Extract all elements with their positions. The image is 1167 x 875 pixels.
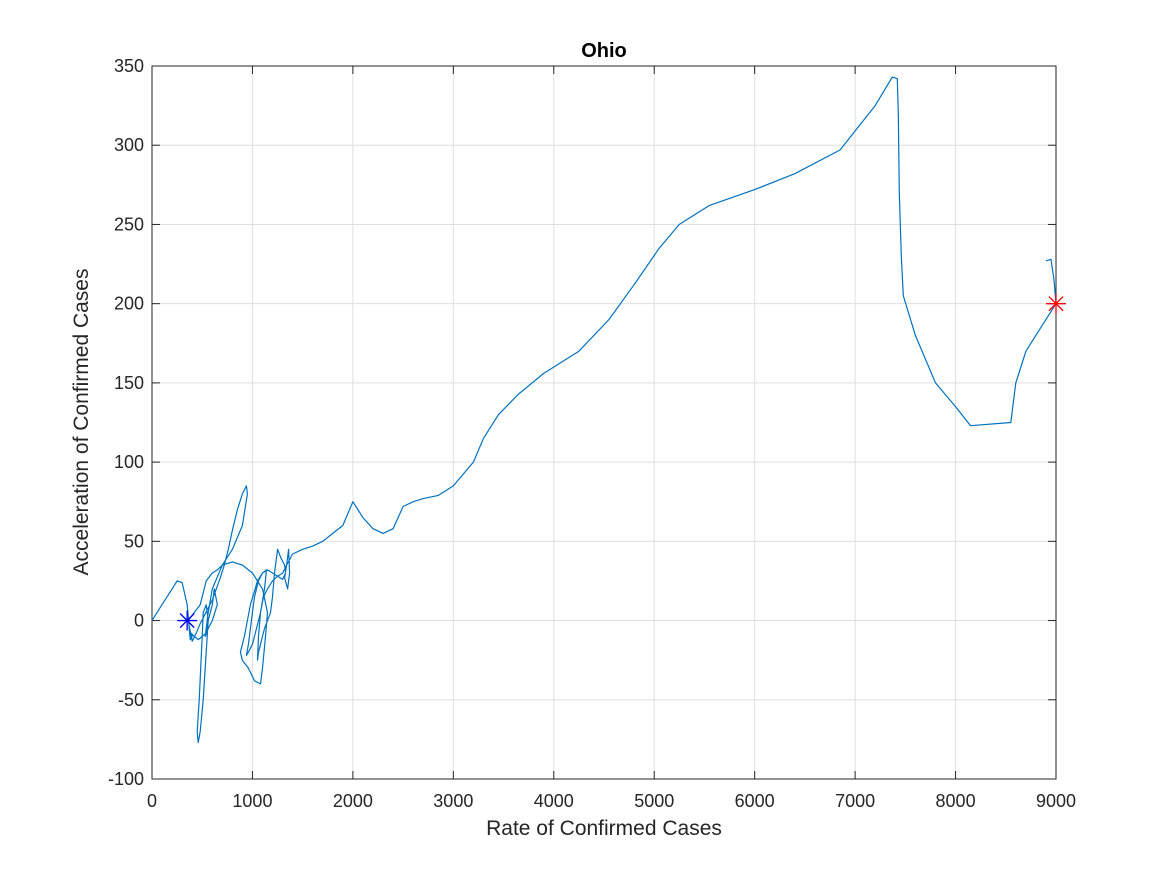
asterisk-marker [177, 610, 198, 631]
y-tick-label: 50 [124, 531, 144, 551]
x-tick-label: 3000 [433, 791, 473, 811]
y-tick-label: 350 [114, 56, 144, 76]
asterisk-marker [1046, 293, 1066, 314]
y-tick-label: 0 [134, 611, 144, 631]
y-tick-label: 100 [114, 452, 144, 472]
x-tick-label: 0 [147, 791, 157, 811]
y-tick-label: -50 [118, 690, 144, 710]
y-axis-label: Acceleration of Confirmed Cases [70, 269, 93, 576]
x-tick-label: 6000 [735, 791, 775, 811]
series-line [151, 76, 1057, 744]
grid [151, 65, 1057, 780]
x-axis-label: Rate of Confirmed Cases [486, 817, 722, 840]
x-tick-label: 8000 [936, 791, 976, 811]
x-tick-label: 4000 [534, 791, 574, 811]
chart-title: Ohio [581, 40, 627, 62]
y-tick-label: 200 [114, 294, 144, 314]
series-layer [151, 76, 1057, 744]
y-tick-label: -100 [108, 769, 144, 789]
y-tick-label: 300 [114, 135, 144, 155]
x-tick-label: 1000 [232, 791, 272, 811]
x-tick-label: 7000 [835, 791, 875, 811]
marker-layer [177, 293, 1066, 631]
x-tick-label: 5000 [634, 791, 674, 811]
x-tick-label: 9000 [1036, 791, 1076, 811]
ticks: 0 1000 2000 3000 4000 5000 6000 7000 8000 9000-10… [108, 56, 1076, 811]
y-tick-label: 250 [114, 214, 144, 234]
plot-area [151, 65, 1057, 780]
y-tick-label: 150 [114, 373, 144, 393]
x-tick-label: 2000 [333, 791, 373, 811]
